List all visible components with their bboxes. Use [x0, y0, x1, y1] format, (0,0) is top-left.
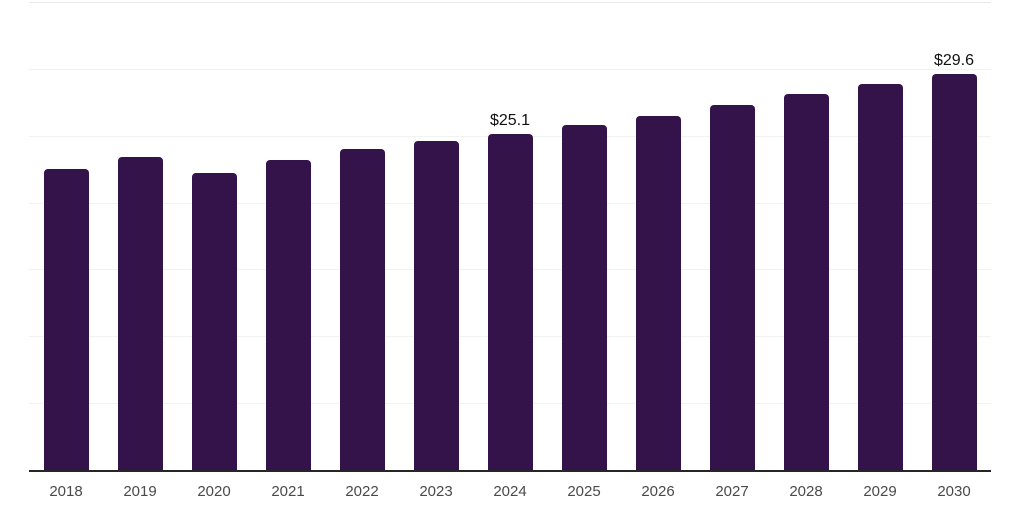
bar-value-label-2030: $29.6 [933, 52, 975, 70]
bar-2019[interactable] [117, 157, 163, 470]
bar-column-2024: $25.1 [473, 2, 547, 470]
bar-column-2023 [399, 2, 473, 470]
x-axis-label-2020: 2020 [197, 483, 231, 500]
bar-2026[interactable] [635, 115, 681, 470]
x-axis: 2018 2019 2020 2021 2022 2023 2024 2025 2026 2027… [29, 483, 991, 501]
bar-column-2029 [843, 2, 917, 470]
bar-2022[interactable] [339, 149, 385, 470]
x-axis-label-2022: 2022 [345, 483, 379, 500]
x-axis-label-2023: 2023 [419, 483, 453, 500]
bar-2018[interactable] [43, 169, 89, 470]
bar-2024[interactable] [487, 134, 533, 470]
bar-2023[interactable] [413, 141, 459, 470]
bars-row: $25.1 $29.6 [29, 2, 991, 470]
bar-column-2026 [621, 2, 695, 470]
bar-column-2022 [325, 2, 399, 470]
bar-column-2020 [177, 2, 251, 470]
x-axis-label-2027: 2027 [715, 483, 749, 500]
gridline [29, 68, 991, 70]
bar-column-2027 [695, 2, 769, 470]
x-axis-label-2018: 2018 [49, 483, 83, 500]
bar-2028[interactable] [783, 94, 829, 470]
x-axis-label-2021: 2021 [271, 483, 305, 500]
bar-2027[interactable] [709, 104, 755, 470]
x-axis-label-2026: 2026 [641, 483, 675, 500]
bar-value-label-2024: $25.1 [489, 112, 531, 130]
gridline [29, 2, 991, 3]
x-axis-label-2019: 2019 [123, 483, 157, 500]
x-axis-label-2029: 2029 [863, 483, 897, 500]
bar-column-2021 [251, 2, 325, 470]
bar-2021[interactable] [265, 159, 311, 470]
plot-area: $25.1 $29.6 [29, 2, 991, 472]
x-axis-label-2030: 2030 [937, 483, 971, 500]
bar-column-2030: $29.6 [917, 2, 991, 470]
bar-column-2018 [29, 2, 103, 470]
bar-2030[interactable] [931, 74, 977, 470]
bar-column-2028 [769, 2, 843, 470]
bar-column-2025 [547, 2, 621, 470]
x-axis-label-2024: 2024 [493, 483, 527, 500]
bar-column-2019 [103, 2, 177, 470]
x-axis-label-2028: 2028 [789, 483, 823, 500]
x-axis-label-2025: 2025 [567, 483, 601, 500]
bar-2020[interactable] [191, 173, 237, 470]
bar-2029[interactable] [857, 83, 903, 470]
bar-2025[interactable] [561, 125, 607, 470]
